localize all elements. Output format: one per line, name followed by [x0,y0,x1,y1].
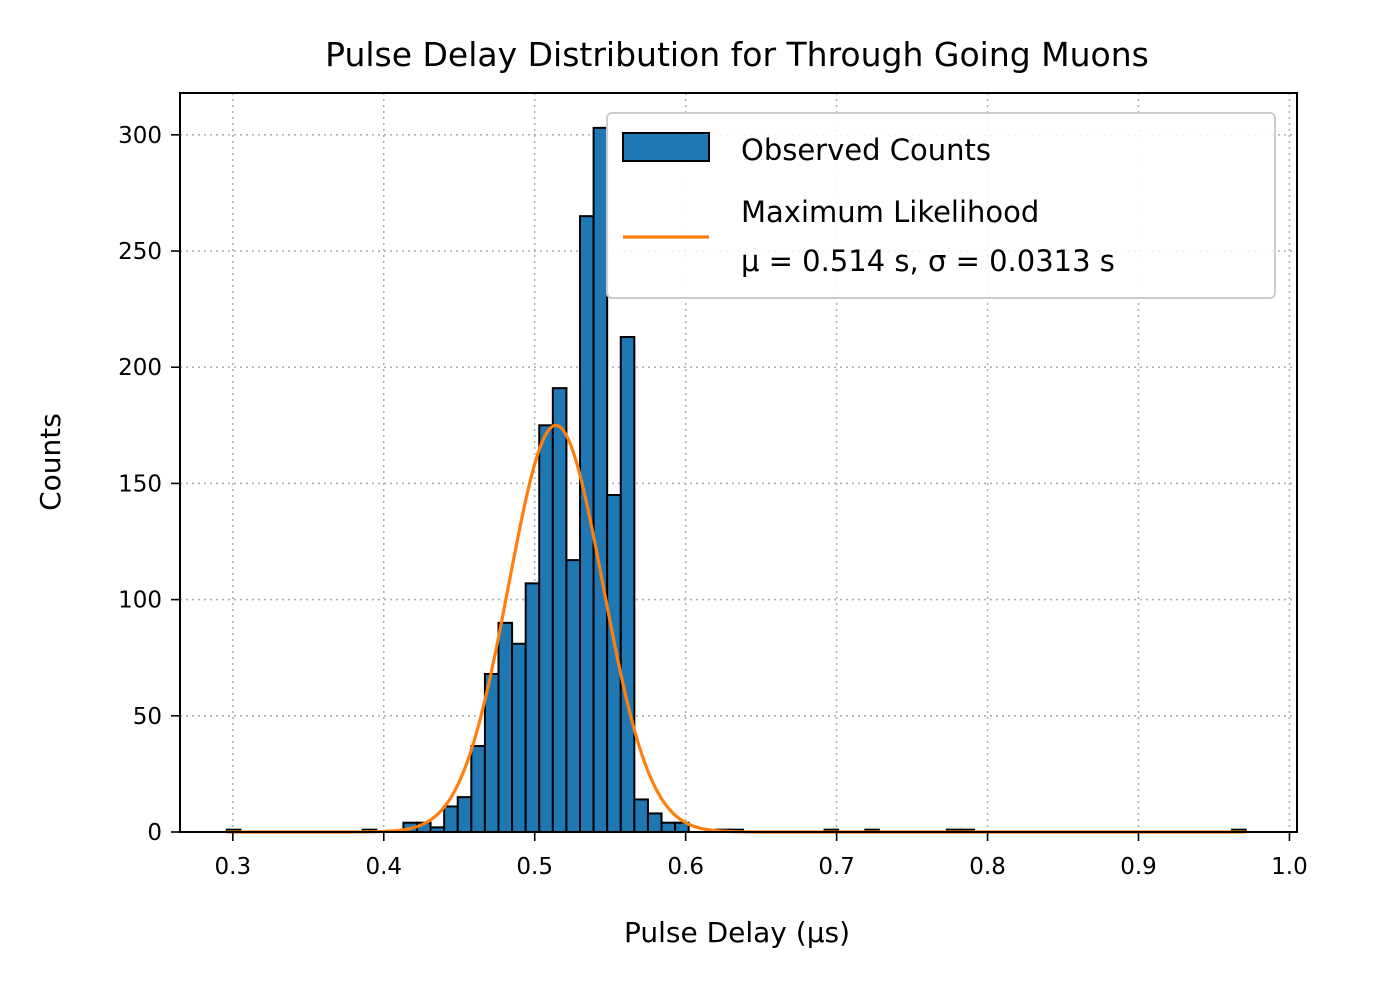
legend: Observed Counts Maximum Likelihood μ = 0… [606,112,1276,299]
legend-label-observed: Observed Counts [741,133,991,167]
x-axis: 0.3 0.4 0.5 0.6 0.7 0.8 0.9 1.0 [215,832,1308,880]
chart-title: Pulse Delay Distribution for Through Goi… [325,35,1149,74]
histogram-bar [551,387,568,833]
x-axis-label: Pulse Delay (μs) [624,916,850,949]
y-axis-label: Counts [34,413,67,511]
histogram-bar [470,745,486,834]
legend-label-fit-params: μ = 0.514 s, σ = 0.0313 s [741,244,1115,278]
histogram-bar [633,798,649,833]
x-tick-label: 0.7 [818,854,855,880]
y-tick-label: 100 [118,588,162,614]
x-tick-label: 0.9 [1120,854,1157,880]
plot-frame [179,92,1298,833]
histogram-bar [524,582,541,833]
legend-bar-swatch [622,132,710,162]
x-tick-label: 0.3 [215,854,252,880]
histogram-bar [660,821,677,834]
histogram-bar [619,336,636,833]
histogram-bar [592,126,609,833]
x-tick-label: 0.8 [969,854,1006,880]
histogram-bar [538,424,554,833]
legend-label-fit: Maximum Likelihood [741,195,1039,229]
y-tick-label: 300 [118,123,162,149]
y-tick-label: 50 [133,704,162,730]
histogram-bar [511,642,527,834]
histogram-bar [497,621,514,833]
y-tick-label: 250 [118,239,162,265]
y-tick-label: 200 [118,355,162,381]
legend-box [606,112,1276,299]
histogram-bar [456,796,473,833]
x-tick-label: 0.4 [365,854,402,880]
y-tick-label: 150 [118,471,162,497]
x-tick-label: 0.5 [516,854,553,880]
y-axis: 0 50 100 150 200 250 300 [118,123,180,846]
histogram-bar [443,805,459,834]
y-tick-label: 0 [147,820,162,846]
x-tick-label: 1.0 [1271,854,1308,880]
histogram-bar [565,559,582,833]
x-tick-label: 0.6 [667,854,704,880]
histogram-bar [646,812,663,834]
